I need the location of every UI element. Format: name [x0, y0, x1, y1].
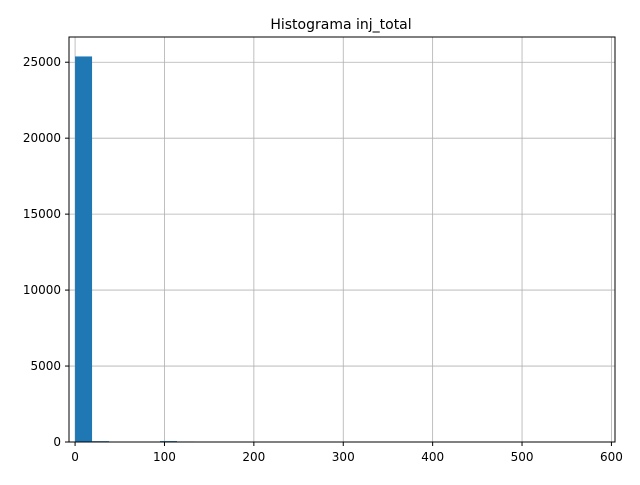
y-tick-label: 15000 — [23, 207, 61, 221]
y-tick-label: 5000 — [30, 359, 61, 373]
x-tick-label: 300 — [332, 450, 355, 464]
y-tick-label: 10000 — [23, 283, 61, 297]
x-tick-label: 100 — [153, 450, 176, 464]
y-tick-label: 25000 — [23, 55, 61, 69]
x-tick-label: 200 — [242, 450, 265, 464]
x-tick-label: 400 — [421, 450, 444, 464]
x-tick-label: 500 — [511, 450, 534, 464]
y-tick-label: 0 — [53, 435, 61, 449]
histogram-bar — [75, 56, 92, 442]
x-tick-label: 600 — [600, 450, 623, 464]
y-tick-label: 20000 — [23, 131, 61, 145]
chart-title: Histograma inj_total — [270, 17, 411, 33]
x-tick-label: 0 — [71, 450, 79, 464]
